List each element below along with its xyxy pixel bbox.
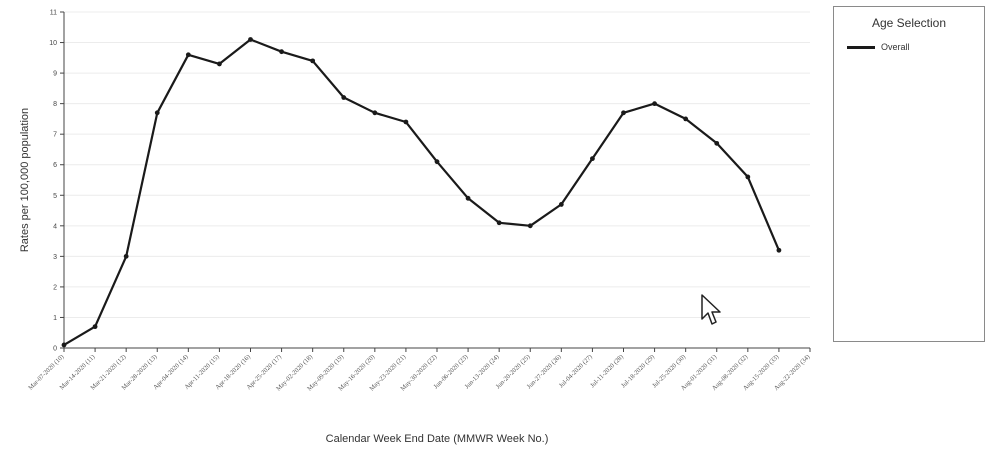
legend-swatch bbox=[847, 45, 875, 49]
data-point[interactable] bbox=[621, 110, 626, 116]
data-point[interactable] bbox=[92, 324, 98, 330]
y-tick-label: 11 bbox=[50, 10, 57, 17]
data-point[interactable] bbox=[341, 95, 347, 100]
series-line-overall bbox=[63, 38, 780, 346]
data-point[interactable] bbox=[590, 156, 595, 162]
y-tick-label: 7 bbox=[53, 132, 57, 139]
data-point[interactable] bbox=[465, 195, 471, 201]
y-axis-label: Rates per 100,000 population bbox=[19, 108, 31, 252]
y-tick-label: 5 bbox=[53, 193, 57, 200]
data-point[interactable] bbox=[434, 159, 440, 165]
y-tick-label: 0 bbox=[53, 346, 57, 353]
data-point[interactable] bbox=[496, 220, 502, 226]
series-lines bbox=[61, 37, 782, 348]
data-point[interactable] bbox=[683, 116, 689, 122]
y-tick-label: 2 bbox=[53, 284, 57, 291]
y-tick-label: 6 bbox=[53, 162, 57, 169]
y-tick-label: 3 bbox=[53, 254, 57, 261]
legend: Age Selection Overall bbox=[833, 6, 985, 342]
legend-title: Age Selection bbox=[871, 16, 947, 30]
x-axis-label: Calendar Week End Date (MMWR Week No.) bbox=[326, 433, 549, 445]
axes bbox=[60, 11, 811, 352]
y-tick-label: 9 bbox=[53, 71, 57, 78]
data-point[interactable] bbox=[123, 253, 129, 259]
data-point[interactable] bbox=[310, 58, 316, 64]
y-tick-label: 1 bbox=[53, 315, 57, 322]
legend-item-overall[interactable]: Overall bbox=[847, 42, 910, 52]
x-tick-labels: Mar-07-2020 (10)Mar-14-2020 (11)Mar-21-2… bbox=[27, 353, 811, 392]
legend-label: Overall bbox=[881, 42, 910, 52]
data-point[interactable] bbox=[652, 101, 657, 107]
data-point[interactable] bbox=[248, 37, 253, 42]
gridlines bbox=[64, 11, 810, 318]
data-point[interactable] bbox=[714, 140, 720, 146]
y-tick-label: 8 bbox=[53, 101, 57, 108]
mouse-pointer-icon bbox=[701, 294, 721, 325]
data-point[interactable] bbox=[745, 174, 751, 180]
data-point[interactable] bbox=[185, 52, 191, 58]
data-point[interactable] bbox=[372, 110, 378, 116]
data-point[interactable] bbox=[61, 342, 67, 348]
data-point[interactable] bbox=[558, 202, 564, 207]
data-point[interactable] bbox=[776, 247, 782, 253]
y-tick-labels: 0 1 2 3 4 5 6 7 8 9 10 11 bbox=[49, 10, 57, 353]
data-point[interactable] bbox=[217, 61, 222, 67]
data-point[interactable] bbox=[279, 49, 284, 55]
data-point[interactable] bbox=[527, 223, 533, 229]
y-tick-label: 4 bbox=[53, 223, 57, 230]
data-point[interactable] bbox=[154, 110, 160, 116]
data-point[interactable] bbox=[403, 119, 409, 125]
y-tick-label: 10 bbox=[49, 40, 57, 47]
